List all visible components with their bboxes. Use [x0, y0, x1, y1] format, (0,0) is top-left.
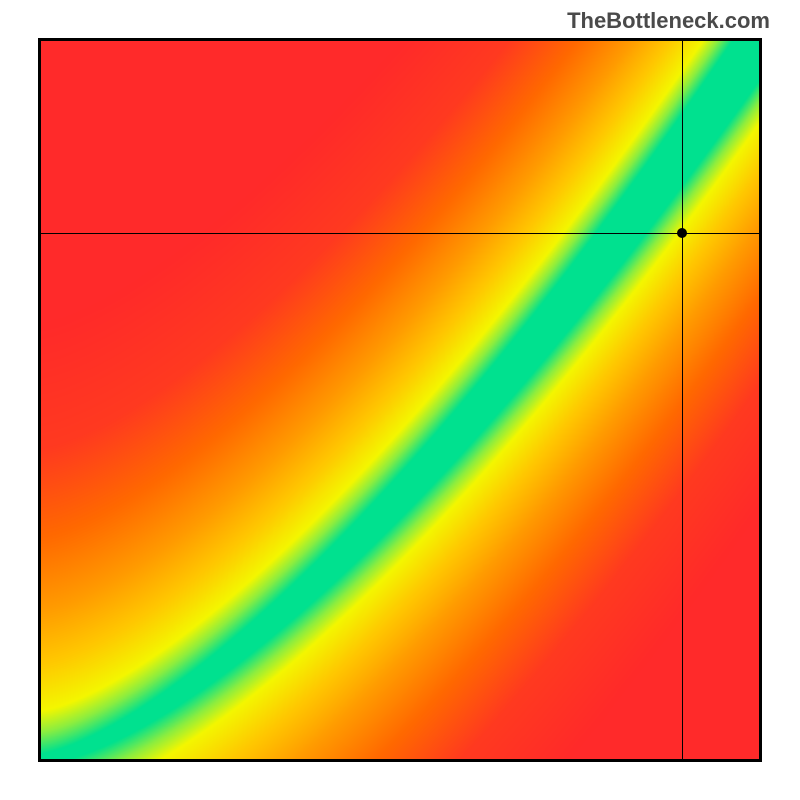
marker-dot: [677, 228, 687, 238]
crosshair-vertical: [682, 41, 683, 759]
bottleneck-heatmap: [38, 38, 762, 762]
crosshair-horizontal: [41, 233, 759, 234]
heatmap-canvas: [41, 41, 759, 759]
watermark-text: TheBottleneck.com: [567, 8, 770, 34]
